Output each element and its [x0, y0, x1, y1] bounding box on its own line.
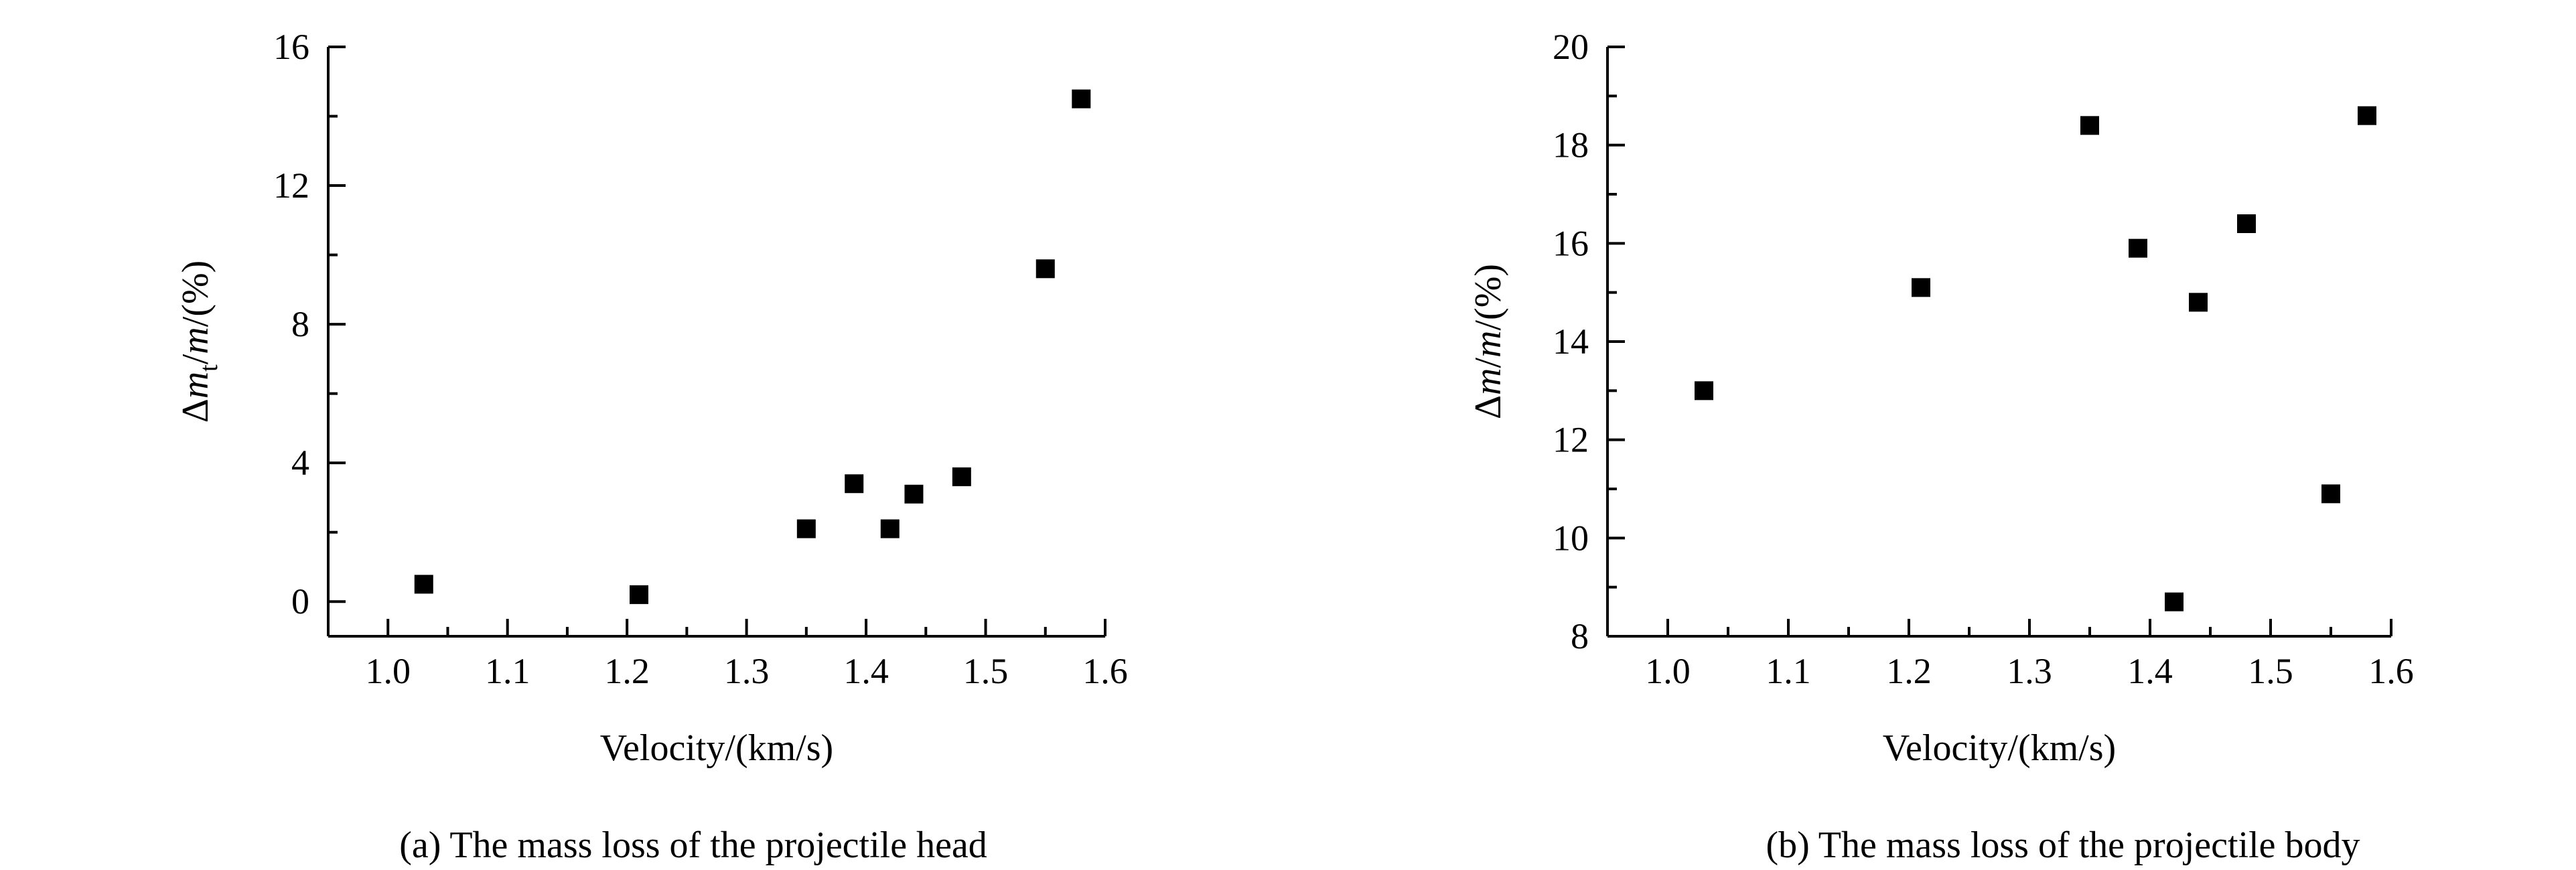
- x-tick-label: 1.2: [1886, 651, 1932, 691]
- x-tick-label: 1.3: [724, 651, 770, 691]
- data-point: [904, 484, 924, 504]
- y-axis-label-suffix: /(%): [1468, 264, 1509, 331]
- y-tick-label: 8: [1571, 616, 1589, 656]
- y-tick-label: 8: [291, 304, 309, 344]
- x-tick-label: 1.3: [2007, 651, 2052, 691]
- data-point: [630, 585, 648, 604]
- data-point: [1072, 89, 1091, 108]
- y-tick-label: 10: [1553, 518, 1589, 558]
- x-tick-label: 1.4: [843, 651, 889, 691]
- x-tick-label: 1.5: [2248, 651, 2293, 691]
- data-point: [414, 575, 433, 594]
- y-axis-label-suffix: /(%): [175, 261, 216, 328]
- x-tick-label: 1.0: [1645, 651, 1691, 691]
- data-point: [2189, 293, 2208, 312]
- y-axis-label-var1: m: [1468, 368, 1509, 395]
- panel-a: 1.0 1.1 1.2 1.3 1.4 1.5 1.6 0 4 8 12 16 Velocity/(km…: [175, 27, 1128, 866]
- data-point: [1912, 278, 1930, 297]
- data-point: [2080, 116, 2099, 135]
- data-point: [2237, 214, 2256, 233]
- x-tick-label: 1.1: [485, 651, 530, 691]
- y-tick-label: 16: [1553, 223, 1589, 263]
- data-point: [2129, 238, 2147, 258]
- y-axis-label-var2: m: [1468, 331, 1509, 358]
- x-tick-label: 1.5: [963, 651, 1009, 691]
- x-tick-label: 1.4: [2127, 651, 2173, 691]
- y-tick-label: 0: [291, 581, 309, 622]
- y-axis-label-subscript: t: [195, 364, 223, 372]
- data-point: [2165, 592, 2184, 611]
- data-point: [880, 519, 900, 538]
- y-axis-label-prefix: Δ: [1468, 395, 1509, 419]
- x-axis-label: Velocity/(km/s): [600, 727, 833, 769]
- y-tick-label: 18: [1553, 125, 1589, 165]
- y-tick-label: 20: [1553, 27, 1589, 67]
- panel-caption: (b) The mass loss of the projectile body: [1766, 824, 2360, 866]
- x-tick-label: 1.2: [604, 651, 650, 691]
- y-tick-label: 16: [273, 27, 309, 67]
- panel-b: 1.0 1.1 1.2 1.3 1.4 1.5 1.6 8 10 12 14 16 18 20 Veloci…: [1468, 27, 2414, 866]
- data-point: [2321, 484, 2340, 504]
- y-tick-label: 14: [1553, 321, 1589, 362]
- x-tick-label: 1.0: [365, 651, 411, 691]
- data-point: [952, 467, 971, 486]
- y-axis-label: Δmt/m/(%): [175, 261, 223, 423]
- x-tick-label: 1.6: [2368, 651, 2414, 691]
- y-tick-label: 12: [273, 165, 309, 206]
- y-axis-label-prefix: Δ: [175, 398, 216, 423]
- y-tick-label: 12: [1553, 420, 1589, 460]
- x-axis-label: Velocity/(km/s): [1883, 727, 2116, 769]
- x-tick-label: 1.1: [1766, 651, 1811, 691]
- data-point: [796, 519, 816, 538]
- y-axis-label-sep: /: [175, 354, 216, 364]
- x-tick-label: 1.6: [1082, 651, 1128, 691]
- y-axis-label-var2: m: [175, 327, 216, 354]
- data-point: [2358, 106, 2376, 125]
- data-point: [845, 474, 864, 494]
- y-axis-label: Δm/m/(%): [1468, 264, 1509, 419]
- data-point: [1695, 381, 1713, 401]
- data-point: [1035, 259, 1055, 279]
- panel-caption: (a) The mass loss of the projectile head: [399, 824, 987, 866]
- y-axis-label-sep: /: [1468, 358, 1509, 368]
- y-tick-label: 4: [291, 443, 309, 483]
- y-axis-label-var1: m: [175, 372, 216, 398]
